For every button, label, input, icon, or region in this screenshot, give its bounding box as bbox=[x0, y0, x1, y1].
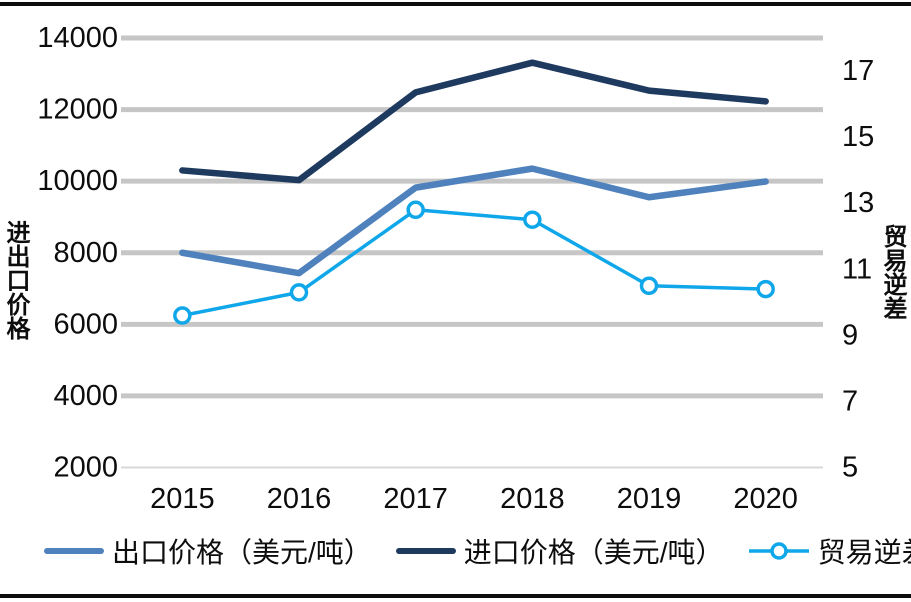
data-point-marker bbox=[523, 210, 542, 229]
legend-label: 贸易逆差（亿美元） bbox=[817, 537, 911, 568]
legend-item-export-price: 出口价格（美元/吨） bbox=[44, 531, 372, 571]
x-axis-tick-label: 2016 bbox=[267, 483, 332, 515]
left-axis-tick-label: 6000 bbox=[53, 308, 118, 340]
left-axis-tick-label: 12000 bbox=[37, 94, 118, 126]
legend-swatch-part bbox=[769, 542, 788, 560]
left-axis-tick-label: 10000 bbox=[37, 165, 118, 197]
export-price-line-swatch bbox=[44, 548, 104, 554]
legend-label: 进口价格（美元/吨） bbox=[463, 537, 724, 568]
bottom-rule bbox=[0, 594, 911, 598]
x-axis-tick-label: 2015 bbox=[150, 483, 215, 515]
data-point-marker bbox=[173, 306, 192, 325]
right-axis-tick-label: 15 bbox=[842, 121, 874, 153]
left-axis-tick-label: 2000 bbox=[53, 452, 118, 484]
legend-item-import-price: 进口价格（美元/吨） bbox=[395, 531, 724, 571]
data-point-marker bbox=[289, 283, 309, 302]
left-axis-tick-label: 8000 bbox=[53, 237, 118, 269]
right-axis-tick-label: 7 bbox=[842, 385, 858, 417]
legend: 出口价格（美元/吨） 进口价格（美元/吨） 贸易逆差（亿美元） bbox=[44, 531, 911, 571]
series-line-1 bbox=[179, 59, 769, 184]
data-point-marker bbox=[406, 200, 425, 220]
top-rule bbox=[0, 2, 911, 6]
right-axis-tick-label: 13 bbox=[842, 187, 874, 219]
legend-label: 出口价格（美元/吨） bbox=[112, 537, 372, 568]
series-line-0 bbox=[179, 165, 769, 277]
series-line-2 bbox=[180, 208, 768, 318]
right-axis-title: 贸易逆差 bbox=[879, 224, 906, 320]
left-axis-tick-label: 14000 bbox=[37, 22, 118, 54]
x-axis-tick-label: 2019 bbox=[617, 483, 682, 515]
right-axis-tick-label: 11 bbox=[842, 253, 872, 285]
x-axis-tick-label: 2017 bbox=[383, 483, 448, 515]
trade-deficit-line-marker-swatch bbox=[748, 542, 809, 560]
left-axis-tick-label: 4000 bbox=[53, 380, 118, 412]
right-axis-tick-label: 9 bbox=[842, 319, 858, 351]
x-axis-tick-label: 2020 bbox=[733, 483, 798, 515]
x-axis-tick-label: 2018 bbox=[500, 483, 565, 515]
import-price-line-swatch bbox=[395, 548, 456, 554]
right-axis-tick-label: 17 bbox=[842, 55, 874, 87]
data-point-marker bbox=[639, 276, 659, 296]
data-point-marker bbox=[756, 279, 775, 299]
right-axis-tick-label: 5 bbox=[842, 452, 858, 484]
legend-item-trade-deficit: 贸易逆差（亿美元） bbox=[748, 531, 911, 571]
left-axis-title: 进出口价格 bbox=[2, 220, 29, 340]
